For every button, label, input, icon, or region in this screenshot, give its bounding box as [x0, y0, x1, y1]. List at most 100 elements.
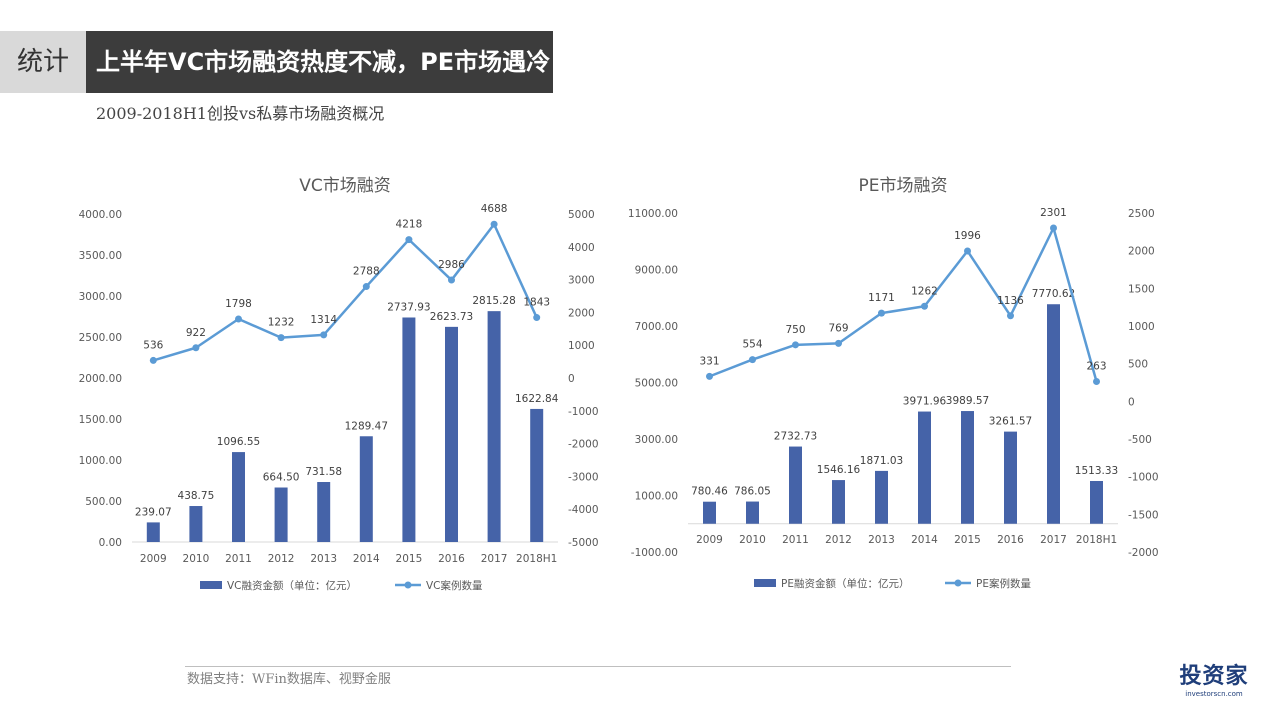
line-value-label: 4218: [396, 219, 423, 231]
y-right-tick-label: 3000: [568, 275, 595, 287]
bar: [789, 446, 802, 524]
line-value-label: 1232: [268, 317, 295, 329]
y-right-tick-label: 5000: [568, 209, 595, 221]
y-left-tick-label: 5000.00: [635, 378, 678, 390]
pe-chart: PE市场融资 11000.00 9000.00 7000.00 5000.00 3000.…: [628, 176, 1159, 590]
data-source-note: 数据支持：WFin数据库、视野金服: [187, 672, 391, 687]
line-value-label: 769: [828, 322, 848, 334]
x-tick-label: 2016: [997, 534, 1024, 546]
logo-url: investorscn.com: [1185, 690, 1243, 698]
y-left-tick-label: 9000.00: [635, 265, 678, 277]
line-value-label: 554: [742, 339, 762, 351]
y-left-tick-label: 1000.00: [79, 455, 122, 467]
y-right-tick-label: 2000: [568, 307, 595, 319]
bar-value-label: 2623.73: [430, 311, 473, 323]
y-left-tick-label: 3000.00: [635, 434, 678, 446]
x-tick-label: 2015: [954, 534, 981, 546]
y-right-tick-label: -500: [1128, 434, 1152, 446]
y-right-tick-label: 2000: [1128, 246, 1155, 258]
x-tick-label: 2013: [310, 553, 337, 565]
line-point: [921, 302, 928, 310]
line-point: [405, 236, 413, 244]
line-value-label: 2788: [353, 266, 380, 278]
y-left-tick-label: 11000.00: [628, 208, 678, 220]
y-left-tick-label: 3000.00: [79, 291, 122, 303]
y-right-tick-label: -5000: [568, 537, 599, 549]
line-point: [149, 356, 157, 364]
bar-value-label: 7770.62: [1032, 288, 1075, 300]
line-point: [192, 344, 200, 352]
bar-value-label: 3971.96: [903, 396, 947, 408]
line-value-label: 331: [699, 355, 719, 367]
bar-value-label: 3989.57: [946, 395, 989, 407]
bar: [317, 482, 331, 542]
brand-logo: 投资家 investorscn.com: [1174, 664, 1254, 698]
bar: [1090, 480, 1103, 524]
bar-value-label: 1546.16: [817, 464, 861, 476]
x-tick-label: 2010: [183, 553, 210, 565]
legend-line-marker: [954, 579, 962, 587]
y-left-tick-label: 0.00: [99, 537, 122, 549]
line-point: [1007, 312, 1014, 320]
y-right-tick-label: -2000: [568, 439, 599, 451]
bar: [232, 452, 245, 542]
line-point: [749, 356, 756, 364]
line-series: [709, 226, 1098, 382]
line-value-label: 1171: [868, 292, 895, 304]
line-value-label: 263: [1086, 361, 1106, 373]
line-value-label: 4688: [481, 203, 508, 215]
y-right-tick-label: 2500: [1128, 208, 1155, 220]
x-tick-label: 2012: [825, 534, 852, 546]
line-point: [362, 283, 370, 291]
bar-value-label: 2732.73: [774, 431, 817, 443]
line-point: [235, 315, 242, 323]
y-right-tick-label: 1000: [568, 340, 595, 352]
y-right-tick-label: -1000: [568, 406, 599, 418]
bar-value-label: 2737.93: [387, 301, 430, 313]
line-value-label: 2986: [438, 259, 465, 271]
y-left-tick-label: -1000.00: [631, 547, 678, 559]
y-right-tick-label: -2000: [1128, 547, 1159, 559]
y-left-tick-label: 7000.00: [635, 321, 678, 333]
y-left-tick-label: 500.00: [85, 496, 122, 508]
vc-chart: VC市场融资 4000.00 3500.00 3000.00 2500.00 2000.0…: [79, 176, 599, 592]
x-tick-label: 2016: [438, 553, 465, 565]
x-tick-label: 2017: [481, 553, 508, 565]
bar-value-label: 2815.28: [472, 295, 515, 307]
bar: [832, 480, 845, 524]
y-left-tick-label: 2500.00: [79, 332, 122, 344]
bar: [445, 326, 458, 542]
bar: [1047, 304, 1060, 524]
bar: [402, 317, 416, 542]
bar: [746, 501, 759, 524]
legend-line-marker: [404, 581, 412, 589]
x-tick-label: 2017: [1040, 534, 1067, 546]
bar: [359, 436, 373, 542]
y-left-tick-label: 4000.00: [79, 209, 122, 221]
bar: [274, 487, 288, 542]
line-value-label: 1262: [911, 285, 938, 297]
x-tick-label: 2013: [868, 534, 895, 546]
y-right-tick-label: -4000: [568, 504, 599, 516]
bar-value-label: 786.05: [734, 486, 771, 498]
line-point: [533, 314, 541, 322]
x-tick-label: 2011: [782, 534, 809, 546]
line-value-label: 1843: [523, 297, 550, 309]
line-value-label: 1798: [225, 298, 252, 310]
y-left-tick-label: 3500.00: [79, 250, 122, 262]
bar-value-label: 1513.33: [1075, 465, 1118, 477]
x-tick-label: 2018H1: [516, 553, 557, 565]
y-right-tick-label: 1500: [1128, 283, 1155, 295]
line-point: [448, 276, 455, 284]
line-point: [878, 309, 885, 317]
logo-wordmark: 投资家: [1179, 664, 1249, 689]
line-value-label: 1996: [954, 230, 981, 242]
page-title: 上半年VC市场融资热度不减，PE市场遇冷: [86, 31, 553, 93]
chart-title: VC市场融资: [299, 176, 391, 196]
legend-bar-swatch: [200, 581, 222, 589]
y-right-tick-label: 500: [1128, 359, 1148, 371]
x-tick-label: 2015: [396, 553, 423, 565]
y-right-tick-label: 4000: [568, 242, 595, 254]
legend-line-label: VC案例数量: [426, 579, 483, 592]
bar-value-label: 438.75: [178, 490, 215, 502]
